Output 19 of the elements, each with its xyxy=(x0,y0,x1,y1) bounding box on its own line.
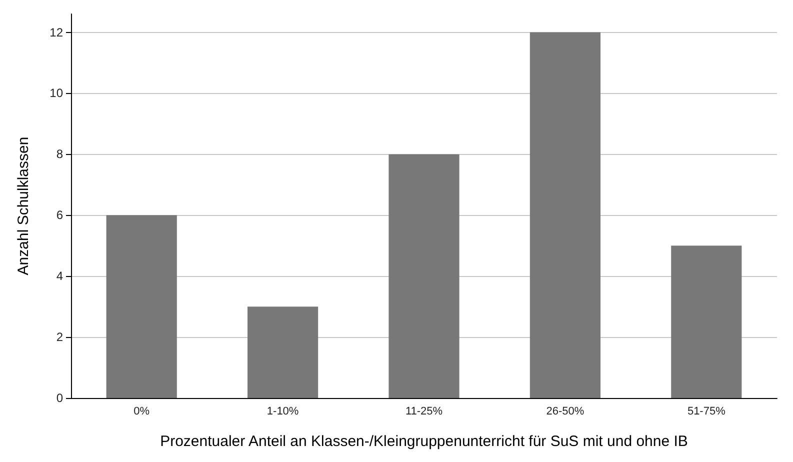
bar xyxy=(530,32,600,398)
x-tick-label: 11-25% xyxy=(405,406,443,418)
y-tick-label: 10 xyxy=(50,86,64,100)
bar xyxy=(248,306,318,398)
y-tick-label: 4 xyxy=(56,269,64,284)
x-axis-title: Prozentualer Anteil an Klassen-/Kleingruppenunterricht für SuS mit und ohne IB xyxy=(160,433,688,450)
y-tick-label: 8 xyxy=(56,147,64,162)
y-axis-title: Anzahl Schulklassen xyxy=(15,136,32,276)
x-tick-label: 0% xyxy=(134,406,150,418)
x-tick-label: 51-75% xyxy=(687,406,726,418)
y-tick-label: 0 xyxy=(56,391,64,405)
bar xyxy=(106,215,177,398)
x-tick-label: 26-50% xyxy=(546,406,584,418)
y-tick-label: 12 xyxy=(50,25,64,40)
y-tick-label: 6 xyxy=(56,208,64,222)
bar xyxy=(671,246,742,398)
y-tick-label: 2 xyxy=(56,330,64,344)
x-tick-label: 1-10% xyxy=(266,406,299,418)
bar xyxy=(388,154,460,398)
